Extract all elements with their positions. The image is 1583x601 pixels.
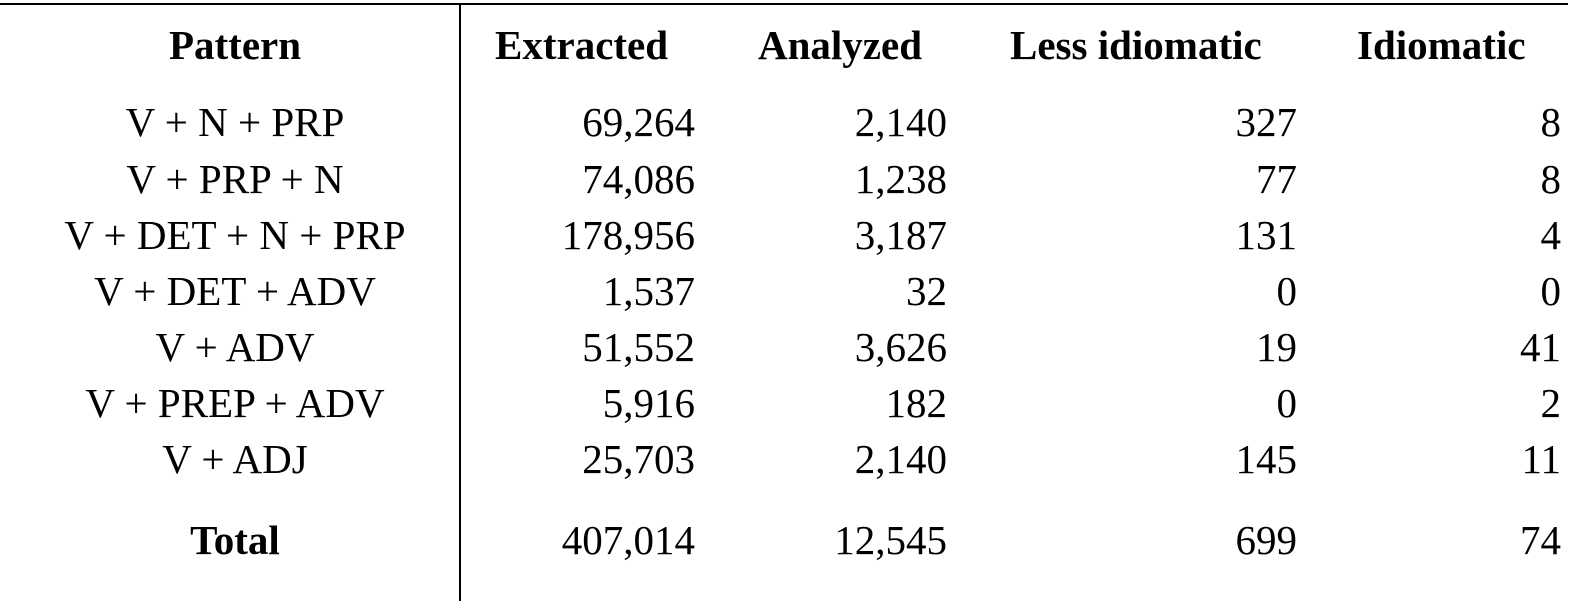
cell-idiomatic: 4 [1540,212,1562,258]
cell-pattern: V + ADJ [162,436,308,482]
cell-pattern: V + N + PRP [125,99,345,145]
header-analyzed: Analyzed [758,22,922,68]
cell-less-idiomatic: 145 [1235,436,1298,482]
cell-pattern: V + DET + N + PRP [64,212,406,258]
cell-idiomatic: 8 [1540,99,1562,145]
table-row: V + DET + ADV 1,537 32 0 0 [0,266,1583,316]
table-row: V + PRP + N 74,086 1,238 77 8 [0,154,1583,204]
table-row: V + ADJ 25,703 2,140 145 11 [0,434,1583,484]
cell-less-idiomatic: 19 [1256,324,1297,370]
cell-extracted: 1,537 [602,268,695,314]
header-pattern: Pattern [168,22,302,68]
cell-idiomatic: 2 [1540,380,1562,426]
cell-extracted: 51,552 [582,324,695,370]
cell-extracted: 25,703 [582,436,695,482]
cell-pattern: V + PRP + N [126,156,344,202]
total-less-idiomatic: 699 [1235,517,1298,563]
cell-analyzed: 1,238 [854,156,947,202]
table-row: V + ADV 51,552 3,626 19 41 [0,322,1583,372]
cell-analyzed: 3,626 [854,324,947,370]
cell-analyzed: 3,187 [854,212,947,258]
header-row: Pattern Extracted Analyzed Less idiomati… [0,20,1583,70]
cell-less-idiomatic: 131 [1235,212,1298,258]
cell-less-idiomatic: 327 [1235,99,1298,145]
cell-idiomatic: 8 [1540,156,1562,202]
cell-pattern: V + ADV [155,324,315,370]
cell-idiomatic: 41 [1520,324,1561,370]
column-divider [459,3,461,601]
total-extracted: 407,014 [561,517,695,563]
header-extracted: Extracted [495,22,669,68]
top-rule [0,3,1568,5]
cell-analyzed: 32 [906,268,947,314]
total-analyzed: 12,545 [834,517,947,563]
table-row: V + DET + N + PRP 178,956 3,187 131 4 [0,210,1583,260]
cell-extracted: 74,086 [582,156,695,202]
cell-idiomatic: 11 [1521,436,1561,482]
table-row: V + N + PRP 69,264 2,140 327 8 [0,97,1583,147]
cell-pattern: V + DET + ADV [94,268,376,314]
header-idiomatic: Idiomatic [1357,22,1526,68]
cell-less-idiomatic: 77 [1256,156,1297,202]
cell-pattern: V + PREP + ADV [85,380,385,426]
cell-less-idiomatic: 0 [1276,380,1298,426]
total-idiomatic: 74 [1520,517,1561,563]
cell-extracted: 69,264 [582,99,695,145]
cell-extracted: 5,916 [602,380,695,426]
cell-analyzed: 182 [885,380,948,426]
cell-less-idiomatic: 0 [1276,268,1298,314]
cell-idiomatic: 0 [1540,268,1562,314]
cell-analyzed: 2,140 [854,436,947,482]
total-row: Total 407,014 12,545 699 74 [0,515,1583,565]
cell-extracted: 178,956 [561,212,695,258]
cell-analyzed: 2,140 [854,99,947,145]
header-less-idiomatic: Less idiomatic [1010,22,1262,68]
table-row: V + PREP + ADV 5,916 182 0 2 [0,378,1583,428]
total-label: Total [190,517,280,563]
